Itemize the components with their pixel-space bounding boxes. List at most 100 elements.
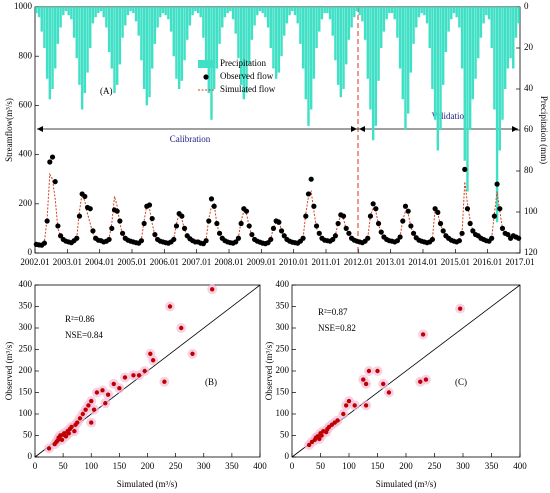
precip-bar — [285, 7, 289, 24]
point — [306, 442, 312, 448]
y-tick-label: 400 — [19, 149, 33, 159]
y2-tick-label: 80 — [524, 165, 534, 175]
precip-bar — [339, 7, 343, 98]
precip-bar — [514, 7, 518, 38]
point — [352, 403, 357, 408]
precip-bar — [512, 7, 515, 69]
observed-point — [76, 213, 83, 219]
precip-bar — [452, 7, 456, 14]
precip-bar — [342, 7, 345, 89]
point — [457, 306, 463, 311]
observed-point — [238, 220, 244, 227]
y-tick-label: 200 — [19, 198, 33, 208]
x-tick-label: 2013.01 — [376, 257, 405, 267]
precip-bar — [326, 7, 329, 14]
y-axis-label: Streamflow(m³/s) — [4, 98, 14, 162]
observed-point — [206, 218, 212, 224]
observed-point — [499, 225, 506, 231]
precip-bar — [447, 7, 450, 32]
y2-tick-label: 100 — [524, 206, 538, 216]
precip-bar — [118, 7, 122, 65]
point — [131, 373, 136, 378]
precip-bar — [487, 7, 491, 20]
precip-bar — [231, 7, 235, 20]
observed-point — [470, 228, 476, 234]
x-tick-label: 150 — [371, 461, 385, 471]
precip-bar — [385, 7, 388, 20]
point — [63, 434, 69, 439]
precip-bar — [374, 7, 378, 126]
point — [74, 420, 80, 425]
observed-point — [117, 218, 123, 224]
observed-point — [405, 208, 411, 214]
point — [162, 379, 167, 384]
precip-bar — [307, 7, 310, 126]
precip-bar — [247, 7, 251, 65]
observed-point — [138, 238, 145, 244]
precip-bar — [433, 7, 437, 120]
x-tick-label: 100 — [85, 461, 99, 471]
precip-bar — [142, 7, 146, 89]
x-tick-label: 200 — [141, 461, 155, 471]
x-tick-label: 2014.01 — [408, 257, 437, 267]
precip-bar — [258, 7, 262, 12]
observed-point — [308, 176, 314, 182]
point — [150, 358, 156, 363]
x-tick-label: 2008.01 — [214, 257, 243, 267]
precip-bar — [137, 7, 140, 36]
precip-bar — [425, 7, 429, 24]
point — [86, 403, 91, 408]
precip-bar — [229, 7, 232, 12]
observed-point — [44, 218, 50, 224]
precip-bar — [404, 7, 407, 130]
x-tick-label: 2009.01 — [247, 257, 276, 267]
observed-point — [432, 206, 438, 212]
precip-bar — [245, 7, 248, 94]
observed-point — [74, 235, 80, 241]
point — [190, 351, 195, 356]
observed-point — [233, 239, 239, 245]
point — [122, 375, 128, 380]
observed-point — [90, 228, 96, 234]
x-axis-label: Simulated (m³/s) — [117, 479, 177, 489]
precip-bar — [336, 7, 340, 85]
x-tick-label: 2012.01 — [344, 257, 373, 267]
precip-bar — [256, 7, 259, 16]
precip-bar — [53, 7, 57, 69]
precip-bar — [51, 7, 54, 89]
precip-bar — [401, 7, 405, 100]
point — [148, 351, 153, 356]
y-tick-label: 0 — [285, 451, 290, 461]
legend-swatch — [203, 74, 209, 80]
precip-bar — [288, 7, 291, 16]
precip-bar — [167, 7, 170, 20]
observed-point — [152, 231, 158, 238]
x-tick-label: 0 — [290, 461, 295, 471]
observed-point — [106, 236, 112, 243]
x-tick-label: 350 — [485, 461, 499, 471]
point — [375, 368, 380, 374]
observed-point — [305, 191, 312, 197]
observed-point — [276, 219, 282, 225]
precip-bar — [218, 7, 221, 44]
observed-point — [467, 220, 473, 227]
observed-point — [462, 166, 468, 172]
validation-label: Validation — [432, 111, 469, 121]
point — [100, 388, 105, 393]
precip-bar — [436, 7, 440, 151]
precip-bar — [221, 7, 224, 28]
precip-bar — [194, 7, 197, 12]
point — [77, 416, 83, 421]
point — [418, 379, 423, 384]
precip-bar — [43, 7, 46, 48]
precip-bar — [269, 7, 272, 48]
precip-bar — [75, 7, 78, 59]
precip-bar — [35, 7, 38, 14]
observed-point — [335, 220, 341, 227]
point — [341, 411, 346, 417]
y-tick-label: 0 — [28, 247, 33, 257]
observed-point — [268, 236, 274, 243]
y-tick-label: 50 — [23, 430, 33, 440]
y2-tick-label: 40 — [524, 83, 534, 93]
y-tick-label: 350 — [19, 301, 33, 311]
